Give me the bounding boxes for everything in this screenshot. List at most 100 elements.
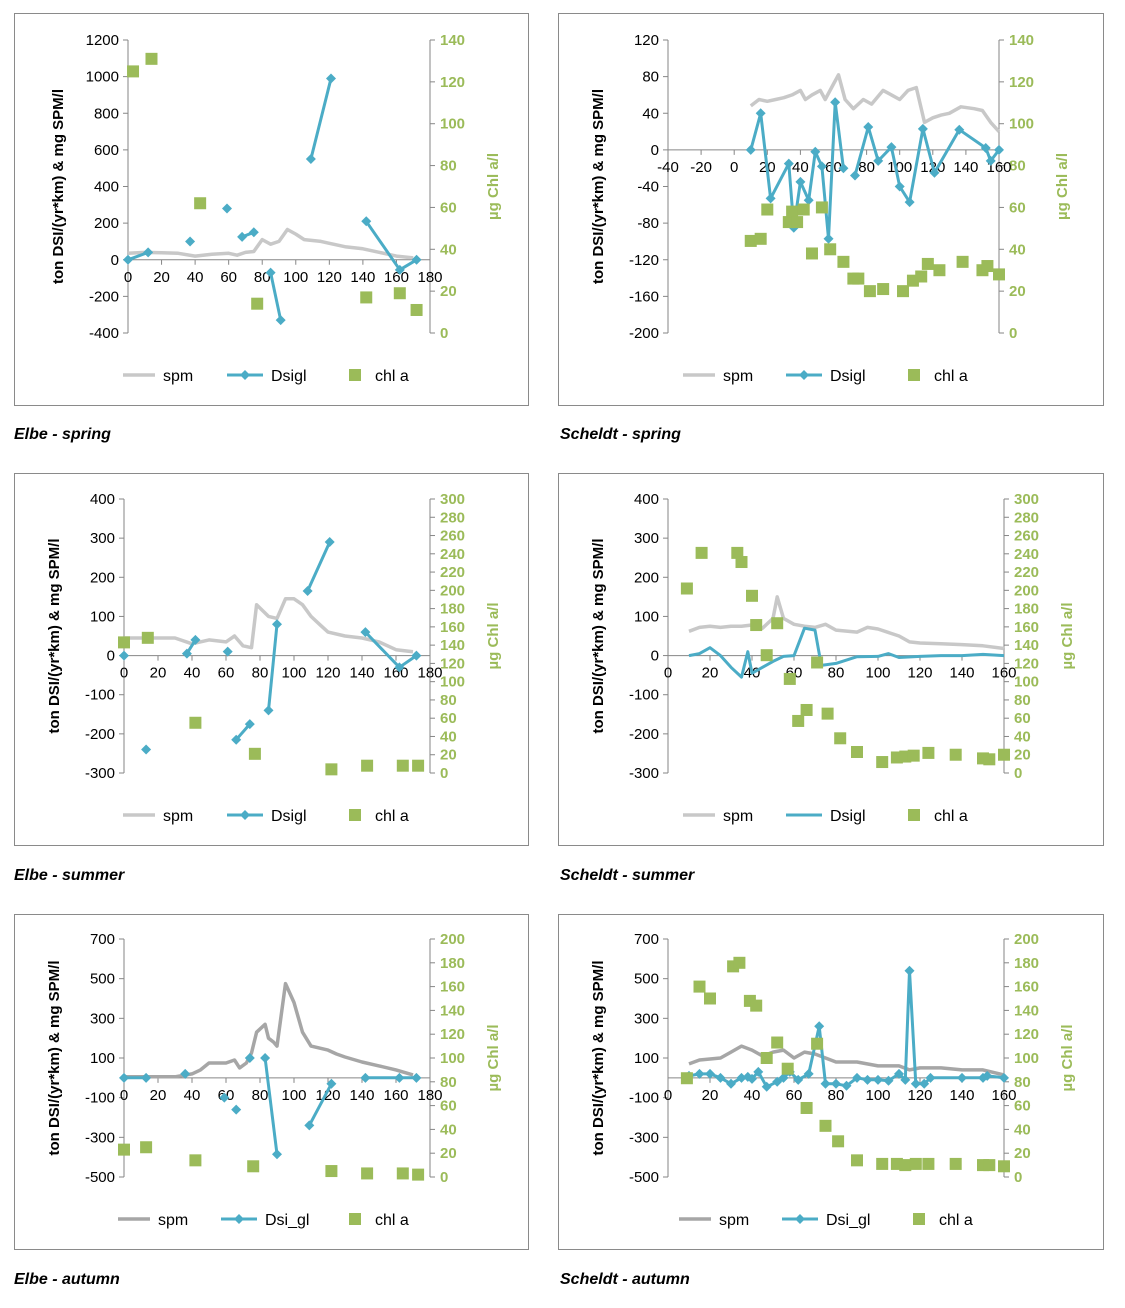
dsi-point: [838, 163, 849, 174]
dsi-series-line: [688, 626, 1005, 679]
y-tick-label: 0: [651, 142, 659, 159]
y2-tick-label: 120: [1014, 655, 1039, 672]
y-tick-label: -200: [85, 726, 115, 743]
y2-tick-label: 60: [440, 710, 457, 727]
x-tick-label: 60: [218, 665, 235, 682]
chl-point: [750, 999, 763, 1012]
y2-tick-label: 80: [440, 158, 457, 175]
y-tick-label: 200: [90, 569, 115, 586]
legend-dsi-marker: [234, 1214, 244, 1224]
dsi-point: [726, 1078, 736, 1089]
dsi-series-line: [309, 78, 333, 160]
x-tick-label: 0: [124, 269, 132, 286]
x-tick-label: 180: [417, 1087, 442, 1104]
chl-point: [811, 1037, 824, 1050]
y2-tick-label: 200: [1014, 931, 1039, 948]
dsi-point: [190, 634, 201, 645]
dsi-point: [305, 154, 316, 165]
y2-tick-label: 0: [440, 765, 448, 782]
chl-point: [361, 759, 374, 772]
dsi-point: [954, 124, 965, 135]
chl-point: [933, 264, 946, 277]
y-tick-label: -100: [629, 687, 659, 704]
dsi-point: [394, 662, 405, 673]
y2-tick-label: 260: [1014, 528, 1039, 545]
y2-tick-label: 160: [440, 619, 465, 636]
dsi-point: [900, 1074, 911, 1085]
y2-tick-label: 20: [440, 1145, 457, 1162]
chl-point: [805, 247, 818, 260]
y-tick-label: 300: [90, 1010, 115, 1027]
y2-tick-label: 160: [440, 979, 465, 996]
dsi-point: [883, 1075, 894, 1086]
y-tick-label: -300: [629, 1129, 659, 1146]
dsi-point: [919, 1078, 930, 1089]
y2-tick-label: 260: [440, 528, 465, 545]
dsi-point: [985, 155, 996, 166]
dsi-point: [119, 1072, 129, 1083]
chl-point: [760, 1052, 773, 1064]
y2-tick-label: 300: [1014, 491, 1039, 508]
y2-tick-label: 20: [440, 283, 457, 300]
y-tick-label: -300: [85, 765, 115, 782]
chl-point: [897, 285, 910, 298]
y-tick-label: 500: [90, 971, 115, 988]
y-tick-label: 40: [642, 105, 659, 122]
x-tick-label: 80: [252, 665, 269, 682]
legend-dsi-label: Dsigl: [830, 368, 866, 385]
y-tick-label: 400: [90, 491, 115, 508]
dsi-point: [999, 1072, 1009, 1083]
dsi-point: [747, 1073, 757, 1084]
dsi-point: [221, 203, 232, 214]
dsi-point: [755, 108, 766, 119]
dsi-point: [231, 734, 242, 745]
dsi-point: [119, 650, 129, 661]
chl-point: [247, 1160, 260, 1173]
dsi-point: [272, 619, 282, 630]
chl-point: [921, 257, 934, 270]
dsi-point: [180, 1068, 191, 1079]
dsi-point: [873, 155, 884, 166]
chl-point: [695, 546, 708, 559]
y-tick-label: 0: [111, 252, 119, 269]
x-tick-label: 100: [865, 665, 890, 682]
y2-tick-label: 180: [440, 601, 465, 618]
chl-point: [680, 582, 693, 595]
caption-elbe-autumn: Elbe - autumn: [14, 1271, 120, 1288]
dsi-point: [810, 146, 821, 157]
dsi-point: [831, 1078, 841, 1089]
y2-tick-label: 100: [440, 1050, 465, 1067]
dsi-point: [143, 247, 154, 258]
y2-tick-label: 240: [1014, 546, 1039, 563]
chl-point: [733, 956, 746, 969]
y-tick-label: 300: [634, 530, 659, 547]
dsi-point: [745, 144, 756, 155]
y-tick-label: 500: [634, 971, 659, 988]
dsi-point: [222, 646, 233, 657]
chl-point: [127, 65, 140, 78]
legend-chl-swatch: [913, 1213, 925, 1225]
y-tick-label: 700: [634, 931, 659, 948]
chl-point: [754, 232, 767, 245]
legend-chl-swatch: [349, 809, 361, 821]
dsi-point: [302, 585, 313, 596]
y-tick-label: -200: [629, 325, 659, 342]
x-tick-label: 20: [702, 1087, 719, 1104]
chl-point: [983, 1159, 996, 1172]
dsi-point: [793, 1074, 804, 1085]
y2-tick-label: 60: [440, 199, 457, 216]
y2-axis-title: µg Chl a/l: [1054, 153, 1071, 220]
x-tick-label: 80: [828, 665, 845, 682]
chl-point: [731, 546, 744, 559]
legend-chl-swatch: [349, 1213, 361, 1225]
y-tick-label: -80: [637, 215, 659, 232]
caption-elbe-spring: Elbe - spring: [14, 426, 111, 443]
x-tick-label: 40: [792, 159, 809, 176]
y2-tick-label: 100: [440, 116, 465, 133]
dsi-point: [850, 170, 861, 181]
y-tick-label: 100: [90, 608, 115, 625]
x-tick-label: 140: [349, 1087, 374, 1104]
y-axis-title: ton DSI/(yr*km) & mg SPM/l: [590, 538, 607, 733]
x-tick-label: 60: [220, 269, 237, 286]
chl-point: [248, 747, 261, 760]
